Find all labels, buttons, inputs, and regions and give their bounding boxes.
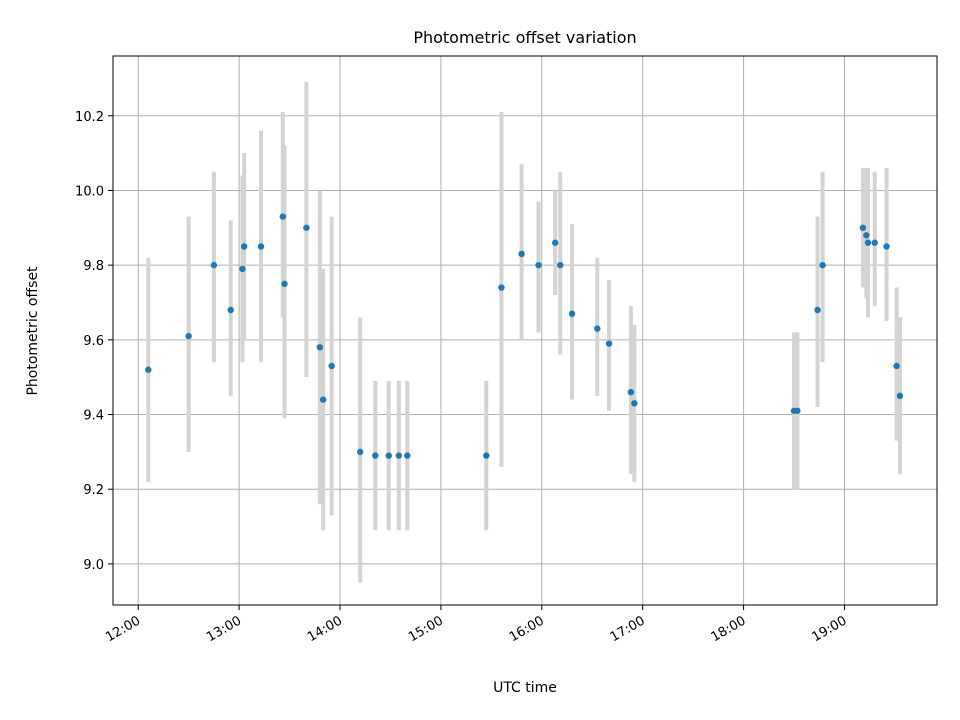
data-point xyxy=(819,261,826,269)
data-point xyxy=(316,344,324,351)
data-point xyxy=(239,265,246,273)
data-point xyxy=(896,392,904,400)
data-point xyxy=(303,224,310,231)
data-points xyxy=(145,213,904,459)
y-axis-label: Photometric offset xyxy=(25,266,41,396)
y-tick-label: 9.0 xyxy=(83,558,104,573)
data-point xyxy=(483,452,490,459)
y-tick-label: 10.0 xyxy=(75,184,104,199)
data-point xyxy=(281,280,288,288)
data-point xyxy=(594,325,601,332)
data-point xyxy=(627,388,635,396)
data-point xyxy=(883,243,890,250)
data-point xyxy=(871,239,878,246)
data-point xyxy=(863,232,870,239)
data-point xyxy=(859,224,867,231)
y-axis-ticks: 9.0 9.2 9.4 9.6 9.8 10.0 10.2 xyxy=(75,110,113,573)
data-point xyxy=(385,452,392,459)
data-point xyxy=(395,452,403,459)
data-point xyxy=(319,396,327,403)
data-point xyxy=(328,362,335,370)
data-point xyxy=(535,261,542,269)
x-axis-label: UTC time xyxy=(493,680,557,696)
grid xyxy=(113,56,937,605)
y-tick-label: 10.2 xyxy=(75,110,104,125)
data-point xyxy=(552,239,559,246)
data-point xyxy=(557,261,564,269)
data-point xyxy=(631,400,638,407)
plot-frame xyxy=(112,55,938,606)
y-tick-label: 9.8 xyxy=(83,259,104,274)
data-point xyxy=(185,332,192,340)
y-tick-label: 9.2 xyxy=(83,483,104,498)
y-tick-label: 9.6 xyxy=(83,334,104,349)
data-point xyxy=(518,250,525,258)
data-point xyxy=(279,213,287,220)
data-point xyxy=(372,452,379,459)
chart-title: Photometric offset variation xyxy=(413,28,636,47)
data-point xyxy=(814,306,821,314)
data-point xyxy=(794,407,801,414)
data-point xyxy=(498,284,505,291)
data-point xyxy=(404,452,411,459)
data-point xyxy=(568,310,576,317)
data-point xyxy=(257,243,265,250)
data-point xyxy=(893,362,900,370)
data-point xyxy=(145,366,152,373)
data-point xyxy=(605,340,613,347)
data-point xyxy=(240,243,248,250)
data-point xyxy=(210,261,218,269)
data-point xyxy=(864,239,872,246)
y-tick-label: 9.4 xyxy=(83,409,104,424)
data-point xyxy=(356,448,364,456)
data-point xyxy=(227,306,234,314)
